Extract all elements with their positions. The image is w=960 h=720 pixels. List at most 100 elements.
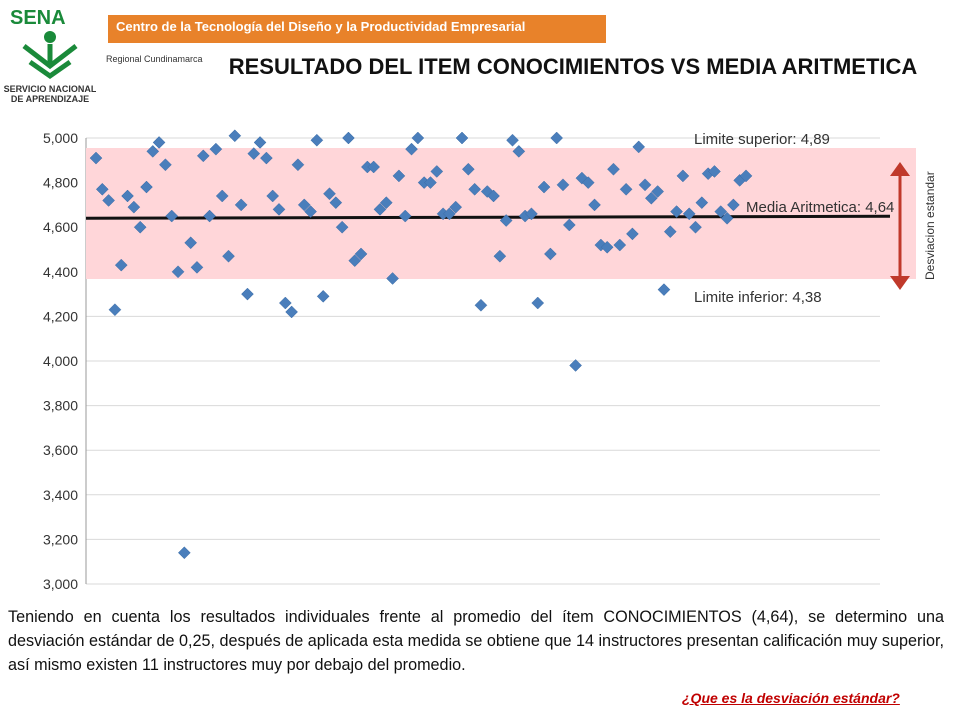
- data-point: [670, 205, 683, 218]
- data-point: [209, 142, 223, 156]
- y-tick-label: 4,000: [43, 353, 78, 369]
- data-point: [474, 298, 488, 312]
- data-point: [556, 178, 570, 192]
- data-point: [430, 165, 444, 178]
- data-point: [373, 203, 387, 216]
- data-point: [329, 196, 343, 210]
- data-point: [531, 296, 545, 310]
- data-point: [632, 140, 646, 154]
- data-point: [253, 136, 267, 149]
- data-point: [146, 145, 160, 158]
- data-point: [127, 200, 141, 214]
- data-point: [708, 165, 721, 178]
- data-point: [392, 169, 406, 183]
- data-point: [190, 260, 204, 274]
- data-point: [537, 180, 551, 194]
- data-point: [121, 189, 134, 203]
- data-point: [247, 147, 261, 160]
- data-point: [619, 182, 633, 196]
- mean-line: [85, 214, 891, 220]
- data-point: [348, 254, 362, 268]
- data-point: [354, 247, 368, 261]
- std-dev-arrow: [890, 162, 910, 290]
- mean-label: Media Aritmetica: 4,64: [746, 199, 894, 216]
- data-point: [171, 265, 185, 279]
- data-point: [695, 196, 709, 210]
- data-point: [260, 151, 273, 165]
- data-point: [562, 218, 576, 232]
- data-point: [203, 209, 216, 223]
- data-point: [487, 189, 500, 203]
- data-point: [512, 145, 526, 158]
- data-point: [588, 198, 601, 212]
- data-point: [468, 182, 481, 196]
- data-point: [651, 185, 665, 198]
- logo-caption-2: DE APRENDIZAJE: [11, 94, 89, 104]
- data-point: [461, 162, 475, 176]
- data-point: [323, 187, 336, 201]
- data-point: [310, 133, 324, 147]
- data-point: [278, 296, 292, 310]
- data-point: [525, 207, 538, 221]
- y-tick-label: 4,600: [43, 219, 78, 235]
- data-point: [644, 191, 658, 205]
- data-point: [550, 131, 564, 145]
- data-point: [297, 198, 311, 212]
- data-point: [398, 209, 412, 223]
- data-point: [493, 249, 507, 263]
- data-point: [367, 160, 381, 174]
- data-point: [102, 194, 115, 207]
- std-dev-link[interactable]: ¿Que es la desviación estándar?: [682, 690, 900, 706]
- y-tick-label: 4,800: [43, 175, 78, 191]
- data-point: [222, 249, 235, 263]
- header-banner: Centro de la Tecnología del Diseño y la …: [108, 15, 606, 43]
- data-point: [386, 272, 399, 285]
- data-point: [405, 142, 418, 156]
- explanation-paragraph: Teniendo en cuenta los resultados indivi…: [8, 608, 944, 674]
- data-point: [228, 129, 242, 143]
- data-point: [411, 131, 425, 145]
- data-point: [455, 131, 469, 145]
- data-point: [449, 200, 463, 214]
- data-point: [342, 131, 355, 145]
- data-point: [177, 546, 191, 560]
- data-point: [581, 176, 595, 189]
- data-point: [506, 133, 519, 147]
- y-tick-label: 5,000: [43, 130, 78, 146]
- data-point: [663, 225, 677, 239]
- sena-logo: SENA SERVICIO NACIONAL DE APRENDIZAJE: [4, 4, 97, 104]
- data-point: [499, 214, 513, 227]
- data-point: [316, 289, 330, 303]
- data-point: [600, 240, 614, 254]
- scatter-chart: 3,000 3,200 3,400 3,600 3,800 4,000 4,200 4,400…: [43, 129, 937, 592]
- data-point: [95, 182, 109, 196]
- upper-limit-label: Limite superior: 4,89: [694, 131, 830, 148]
- data-point: [689, 220, 702, 234]
- y-tick-label: 3,800: [43, 398, 78, 414]
- data-point: [184, 236, 198, 250]
- data-point: [241, 287, 254, 301]
- data-point: [215, 189, 229, 203]
- y-tick-label: 4,400: [43, 264, 78, 280]
- data-point: [272, 203, 286, 216]
- logo-caption-1: SERVICIO NACIONAL: [4, 84, 96, 94]
- data-point: [152, 136, 166, 149]
- y-tick-label: 3,200: [43, 531, 78, 547]
- data-point: [140, 180, 153, 194]
- data-point: [89, 151, 103, 165]
- data-point: [424, 176, 437, 189]
- data-point: [234, 198, 248, 212]
- data-point: [714, 205, 728, 218]
- y-tick-label: 3,600: [43, 442, 78, 458]
- data-point: [114, 258, 128, 272]
- std-dev-side-label: Desviacion estandar: [923, 171, 937, 280]
- y-tick-label: 4,200: [43, 308, 78, 324]
- y-tick-label: 3,400: [43, 487, 78, 503]
- data-point: [739, 169, 753, 183]
- data-point: [657, 283, 671, 296]
- y-tick-label: 3,000: [43, 576, 78, 592]
- data-point: [165, 209, 179, 223]
- data-point: [108, 303, 122, 317]
- data-point: [443, 207, 456, 221]
- data-point: [727, 198, 740, 212]
